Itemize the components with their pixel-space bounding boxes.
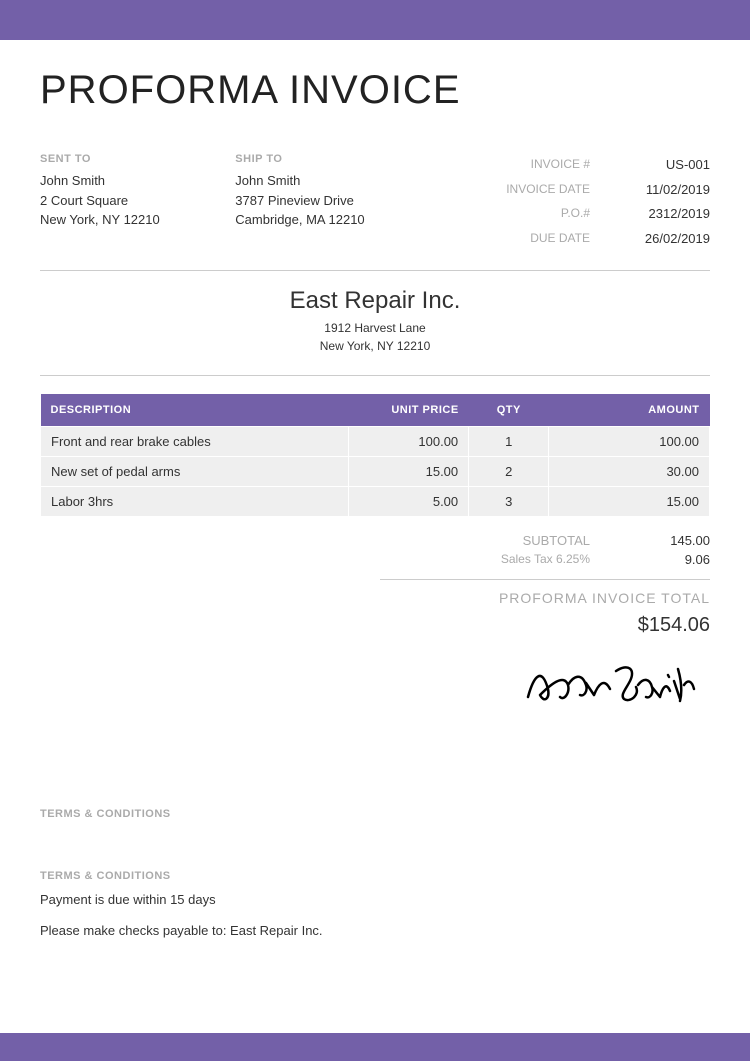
cell-description: Front and rear brake cables: [41, 426, 349, 456]
ship-to-line1: 3787 Pineview Drive: [235, 191, 410, 211]
table-row: Labor 3hrs5.00315.00: [41, 486, 710, 516]
sent-to-block: SENT TO John Smith 2 Court Square New Yo…: [40, 153, 195, 252]
terms-block-1: TERMS & CONDITIONS: [40, 808, 710, 820]
tax-label: Sales Tax 6.25%: [380, 552, 590, 567]
total-amount: $154.06: [380, 614, 710, 637]
table-header-row: DESCRIPTION UNIT PRICE QTY AMOUNT: [41, 394, 710, 427]
table-row: New set of pedal arms15.00230.00: [41, 456, 710, 486]
tax-value: 9.06: [590, 552, 710, 567]
top-accent-bar: [0, 0, 750, 40]
document-title: PROFORMA INVOICE: [40, 68, 710, 113]
line-items-table: DESCRIPTION UNIT PRICE QTY AMOUNT Front …: [40, 394, 710, 517]
terms-block-2: TERMS & CONDITIONS Payment is due within…: [40, 870, 710, 943]
invoice-date: 11/02/2019: [590, 178, 710, 203]
th-qty: QTY: [469, 394, 549, 427]
sent-to-label: SENT TO: [40, 153, 195, 165]
table-row: Front and rear brake cables100.001100.00: [41, 426, 710, 456]
signature-block: [40, 655, 710, 718]
subtotal-value: 145.00: [590, 533, 710, 548]
terms-label-1: TERMS & CONDITIONS: [40, 808, 710, 820]
th-description: DESCRIPTION: [41, 394, 349, 427]
sent-to-line1: 2 Court Square: [40, 191, 195, 211]
bottom-accent-bar: [0, 1033, 750, 1061]
invoice-meta-block: INVOICE # US-001 INVOICE DATE 11/02/2019…: [450, 153, 710, 252]
po-label: P.O.#: [450, 202, 590, 227]
divider: [380, 579, 710, 580]
invoice-date-label: INVOICE DATE: [450, 178, 590, 203]
divider: [40, 375, 710, 376]
ship-to-line2: Cambridge, MA 12210: [235, 210, 410, 230]
ship-to-name: John Smith: [235, 171, 410, 191]
cell-amount: 30.00: [549, 456, 710, 486]
info-section: SENT TO John Smith 2 Court Square New Yo…: [40, 153, 710, 252]
terms-label-2: TERMS & CONDITIONS: [40, 870, 710, 882]
cell-description: Labor 3hrs: [41, 486, 349, 516]
cell-amount: 15.00: [549, 486, 710, 516]
totals-block: SUBTOTAL 145.00 Sales Tax 6.25% 9.06 PRO…: [380, 531, 710, 637]
divider: [40, 270, 710, 271]
cell-unit-price: 100.00: [348, 426, 468, 456]
terms-line2: Please make checks payable to: East Repa…: [40, 919, 710, 942]
cell-unit-price: 5.00: [348, 486, 468, 516]
due-value: 26/02/2019: [590, 227, 710, 252]
subtotal-label: SUBTOTAL: [380, 533, 590, 548]
company-line1: 1912 Harvest Lane: [40, 319, 710, 337]
cell-qty: 3: [469, 486, 549, 516]
cell-unit-price: 15.00: [348, 456, 468, 486]
cell-amount: 100.00: [549, 426, 710, 456]
th-amount: AMOUNT: [549, 394, 710, 427]
ship-to-label: SHIP TO: [235, 153, 410, 165]
terms-line1: Payment is due within 15 days: [40, 888, 710, 911]
th-unit-price: UNIT PRICE: [348, 394, 468, 427]
company-block: East Repair Inc. 1912 Harvest Lane New Y…: [40, 279, 710, 367]
cell-qty: 1: [469, 426, 549, 456]
due-label: DUE DATE: [450, 227, 590, 252]
cell-description: New set of pedal arms: [41, 456, 349, 486]
po-value: 2312/2019: [590, 202, 710, 227]
company-name: East Repair Inc.: [40, 287, 710, 315]
total-label: PROFORMA INVOICE TOTAL: [380, 590, 710, 606]
sent-to-name: John Smith: [40, 171, 195, 191]
invoice-no-label: INVOICE #: [450, 153, 590, 178]
sent-to-line2: New York, NY 12210: [40, 210, 195, 230]
cell-qty: 2: [469, 456, 549, 486]
ship-to-block: SHIP TO John Smith 3787 Pineview Drive C…: [235, 153, 410, 252]
company-line2: New York, NY 12210: [40, 337, 710, 355]
signature-icon: [520, 655, 700, 715]
invoice-no: US-001: [590, 153, 710, 178]
